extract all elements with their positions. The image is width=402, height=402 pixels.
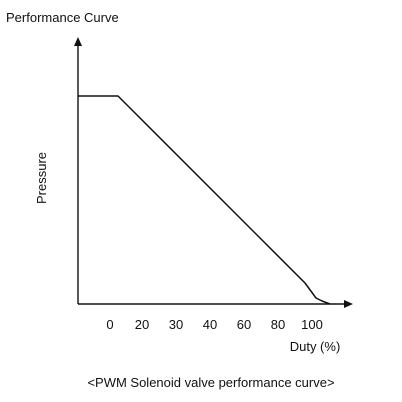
x-tick-label: 100 bbox=[301, 317, 323, 332]
chart-caption: <PWM Solenoid valve performance curve> bbox=[87, 375, 334, 390]
series-line bbox=[78, 95, 331, 305]
x-tick-label: 30 bbox=[169, 317, 183, 332]
x-tick-label: 80 bbox=[271, 317, 285, 332]
x-tick-label: 60 bbox=[237, 317, 251, 332]
x-tick-label: 20 bbox=[135, 317, 149, 332]
x-tick-label: 40 bbox=[203, 317, 217, 332]
y-axis-arrow bbox=[74, 37, 82, 46]
x-tick-labels: 0 20 30 40 60 80 100 bbox=[106, 317, 322, 332]
x-axis-arrow bbox=[344, 300, 353, 308]
chart-title: Performance Curve bbox=[6, 10, 119, 25]
y-axis-label: Pressure bbox=[34, 152, 49, 204]
x-tick-label: 0 bbox=[106, 317, 113, 332]
x-axis-label: Duty (%) bbox=[290, 339, 341, 354]
